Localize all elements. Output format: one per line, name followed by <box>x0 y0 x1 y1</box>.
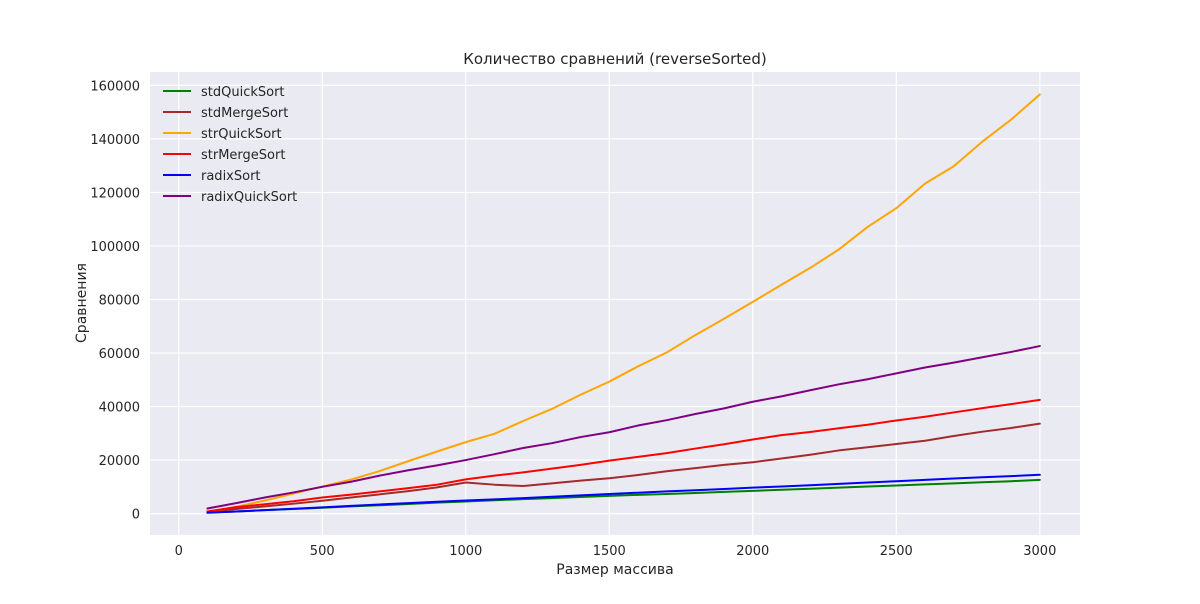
series-line-radixSort <box>206 473 1041 514</box>
y-tick-label: 60000 <box>99 347 140 362</box>
x-tick-label: 0 <box>175 544 183 559</box>
y-tick-labels: 0 20000 40000 60000 80000 100000 120000 140000 1… <box>90 79 140 522</box>
legend-label: radixQuickSort <box>201 190 297 205</box>
y-tick-label: 20000 <box>99 454 140 469</box>
x-tick-labels: 0 500 1000 1500 2000 2500 3000 <box>175 544 1057 559</box>
x-tick-label: 2500 <box>880 544 913 559</box>
plot-area <box>150 72 1080 535</box>
x-tick-label: 3000 <box>1023 544 1056 559</box>
legend: stdQuickSort stdMergeSort strQuickSort strM… <box>163 85 297 205</box>
y-tick-label: 40000 <box>99 401 140 416</box>
legend-label: stdQuickSort <box>201 85 285 100</box>
series-line-strMergeSort <box>206 398 1041 513</box>
y-axis-label: Сравнения <box>74 263 90 343</box>
legend-label: radixSort <box>201 169 261 184</box>
y-tick-label: 80000 <box>99 293 140 308</box>
series-line-radixQuickSort <box>206 345 1041 510</box>
y-gridlines <box>150 84 1080 515</box>
x-gridlines <box>178 72 1041 535</box>
y-tick-label: 160000 <box>90 79 140 94</box>
x-tick-label: 2000 <box>736 544 769 559</box>
legend-label: strMergeSort <box>201 148 285 163</box>
x-axis-label: Размер массива <box>556 562 673 578</box>
x-tick-label: 1000 <box>449 544 482 559</box>
series-line-stdMergeSort <box>206 422 1041 513</box>
series-lines <box>206 93 1041 514</box>
x-tick-label: 500 <box>310 544 335 559</box>
legend-label: strQuickSort <box>201 127 282 142</box>
y-tick-label: 0 <box>132 508 140 523</box>
y-tick-label: 120000 <box>90 186 140 201</box>
series-line-strQuickSort <box>206 93 1041 513</box>
x-tick-label: 1500 <box>593 544 626 559</box>
y-tick-label: 140000 <box>90 133 140 148</box>
chart-title: Количество сравнений (reverseSorted) <box>463 50 767 68</box>
legend-label: stdMergeSort <box>201 106 288 121</box>
y-tick-label: 100000 <box>90 240 140 255</box>
